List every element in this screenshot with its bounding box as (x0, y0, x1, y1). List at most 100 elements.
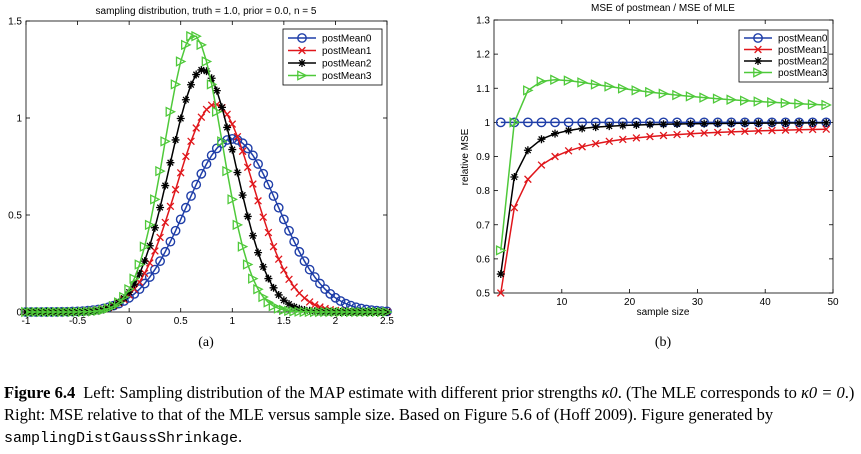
data-point-postMean0 (335, 296, 346, 306)
data-point-postMean0 (294, 246, 305, 257)
data-point-postMean3 (186, 30, 197, 42)
data-point-postMean2 (171, 135, 180, 144)
data-point-postMean1 (632, 134, 641, 142)
data-point-postMean0 (253, 159, 263, 169)
data-point-postMean3 (351, 306, 362, 318)
data-point-postMean3 (335, 306, 347, 318)
data-point-postMean1 (524, 175, 532, 184)
data-point-postMean3 (248, 273, 259, 284)
data-point-postMean3 (36, 306, 48, 318)
data-point-postMean2 (537, 135, 546, 144)
data-point-postMean1 (161, 218, 170, 227)
y-tick-label: 1 (16, 114, 22, 125)
data-point-postMean1 (727, 128, 736, 136)
data-point-postMean0 (495, 117, 506, 128)
data-point-postMean3 (550, 74, 561, 85)
data-point-postMean1 (274, 255, 283, 263)
data-point-postMean2 (140, 257, 149, 266)
data-point-postMean1 (269, 242, 278, 251)
data-point-postMean0 (273, 202, 284, 213)
data-point-postMean3 (509, 117, 520, 128)
data-point-postMean3 (631, 85, 643, 96)
data-point-postMean0 (186, 191, 196, 201)
data-point-postMean2 (248, 231, 257, 240)
x-tick-label: 10 (556, 297, 568, 308)
data-point-postMean3 (139, 241, 151, 252)
y-tick-label: 0.9 (476, 152, 490, 163)
panel-a-title: sampling distribution, truth = 1.0, prio… (96, 6, 317, 17)
data-point-postMean1 (310, 300, 319, 309)
data-point-postMean1 (713, 128, 722, 137)
data-point-postMean1 (741, 127, 749, 136)
data-point-postMean2 (510, 172, 519, 181)
data-point-postMean0 (180, 202, 191, 213)
data-point-postMean3 (299, 306, 311, 318)
data-point-postMean1 (151, 247, 159, 255)
data-point-postMean1 (156, 233, 164, 242)
data-point-postMean1 (197, 113, 206, 122)
y-tick-label: 0.8 (476, 186, 490, 197)
data-point-postMean3 (175, 56, 187, 67)
legend-label-postMean3: postMean3 (778, 68, 828, 79)
legend-label-postMean0: postMean0 (778, 34, 828, 45)
data-point-postMean3 (144, 219, 156, 231)
data-point-postMean2 (686, 119, 695, 128)
x-tick-label: 1 (230, 316, 236, 327)
data-point-postMean2 (285, 300, 294, 309)
data-point-postMean2 (207, 74, 216, 83)
data-point-postMean3 (289, 306, 300, 317)
x-tick-label: 1.5 (277, 316, 291, 327)
data-point-postMean0 (211, 143, 222, 154)
caption-code: samplingDistGaussShrinkage (4, 430, 239, 447)
x-tick-label: 40 (760, 297, 772, 308)
caption-text-1: Left: Sampling distribution of the MAP e… (83, 383, 602, 402)
data-point-postMean3 (206, 79, 218, 90)
panel-a: sampling distribution, truth = 1.0, prio… (8, 6, 394, 350)
data-point-postMean1 (537, 161, 546, 169)
data-point-postMean1 (187, 137, 195, 146)
data-point-postMean1 (673, 130, 681, 139)
y-tick-label: 0.7 (476, 220, 490, 231)
data-point-postMean3 (222, 165, 233, 177)
data-point-postMean3 (124, 284, 135, 295)
data-point-postMean0 (242, 143, 253, 154)
data-point-postMean1 (238, 147, 247, 156)
data-point-postMean3 (242, 259, 254, 270)
data-point-postMean1 (166, 202, 175, 211)
legend-label-postMean0: postMean0 (322, 34, 372, 45)
data-point-postMean1 (182, 152, 190, 161)
data-point-postMean3 (304, 306, 316, 318)
data-point-postMean0 (134, 284, 145, 295)
data-point-postMean1 (228, 120, 237, 128)
data-point-postMean1 (233, 132, 242, 141)
data-point-postMean0 (155, 256, 165, 267)
data-point-postMean1 (564, 146, 573, 155)
data-point-postMean0 (278, 214, 289, 225)
data-point-postMean2 (673, 120, 682, 128)
data-point-postMean3 (155, 165, 166, 177)
data-point-postMean2 (795, 119, 804, 127)
data-point-postMean2 (578, 124, 587, 133)
data-point-postMean1 (254, 197, 262, 205)
data-point-postMean1 (496, 289, 505, 297)
legend-marker-postMean3 (753, 67, 764, 78)
y-tick-label: 0 (16, 308, 22, 319)
data-point-postMean2 (822, 118, 831, 127)
data-point-postMean1 (795, 125, 803, 134)
data-point-postMean3 (165, 106, 177, 117)
data-point-postMean3 (672, 89, 683, 101)
panel-a-series (21, 30, 393, 318)
data-point-postMean2 (150, 223, 159, 232)
data-point-postMean3 (62, 306, 73, 318)
data-point-postMean3 (563, 75, 575, 86)
data-point-postMean2 (135, 269, 144, 278)
data-point-postMean2 (161, 181, 170, 190)
data-point-postMean3 (227, 194, 238, 205)
data-point-postMean3 (52, 306, 63, 318)
data-point-postMean2 (259, 262, 268, 271)
data-point-postMean2 (740, 119, 749, 128)
data-point-postMean0 (175, 214, 186, 225)
data-point-postMean0 (248, 150, 258, 161)
data-point-postMean3 (294, 306, 305, 317)
data-point-postMean0 (340, 298, 351, 309)
